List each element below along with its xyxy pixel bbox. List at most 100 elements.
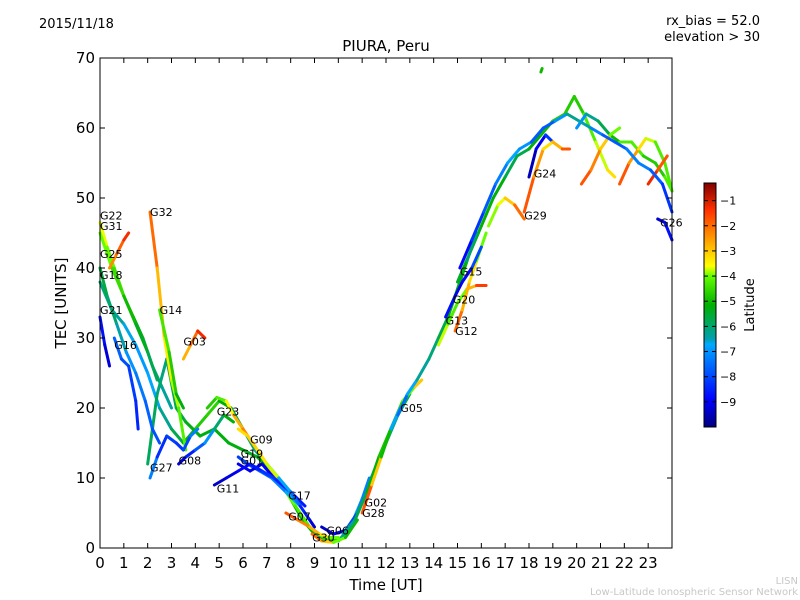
track-g17 [277, 476, 316, 529]
track-segment [236, 427, 250, 438]
track-segment [529, 126, 545, 144]
track-segment [527, 133, 543, 151]
x-tick-label: 16 [472, 554, 491, 572]
colorbar-label: Latitude [743, 278, 758, 332]
track-segment [460, 266, 474, 284]
track-segment [165, 434, 178, 445]
x-tick-label: 3 [167, 554, 177, 572]
x-tick-label: 10 [329, 554, 348, 572]
track-segment [205, 396, 219, 410]
track-segment [189, 329, 200, 347]
track-segment [415, 357, 431, 382]
track-segment [155, 434, 169, 459]
colorbar-tick-label: −9 [720, 396, 736, 409]
track-segment [146, 350, 159, 382]
track-segment [296, 518, 312, 529]
track-segment [506, 147, 521, 165]
track-g08 [177, 413, 235, 466]
track-g03 [181, 329, 207, 361]
y-tick-label: 60 [76, 119, 95, 137]
track-segment [212, 413, 226, 431]
track-segment [467, 259, 479, 284]
track-segment [224, 399, 235, 417]
track-segment [656, 154, 669, 172]
track-g11 [212, 462, 276, 487]
track-segment [503, 154, 519, 179]
track-segment [196, 329, 207, 340]
track-segment [134, 399, 140, 431]
x-tick-label: 8 [286, 554, 296, 572]
track-g18 [98, 266, 162, 445]
track-segment [553, 112, 569, 123]
track-segment [277, 476, 293, 494]
satellite-label-g27: G27 [150, 462, 173, 475]
track-segment [332, 536, 347, 544]
track-segment [174, 392, 185, 410]
track-segment [608, 133, 622, 144]
track-g31 [98, 231, 159, 382]
track-segment [517, 140, 533, 151]
track-segment [134, 343, 150, 375]
y-axis-label: TEC [UNITS] [52, 258, 70, 350]
track-segment [241, 448, 259, 459]
x-tick-label: 11 [353, 554, 372, 572]
track-segment [122, 322, 138, 347]
satellite-label-g16: G16 [114, 339, 137, 352]
track-g24 [527, 133, 555, 179]
satellite-label-g15: G15 [460, 266, 483, 279]
track-segment [458, 238, 474, 270]
satellite-label-g22: G22 [100, 210, 123, 223]
track-segment [193, 441, 207, 452]
track-segment [653, 161, 667, 179]
satellite-label-g23: G23 [217, 406, 240, 419]
satellite-label-g09: G09 [250, 434, 273, 447]
track-segment [98, 221, 109, 249]
track-segment [436, 315, 450, 340]
track-segment [148, 210, 159, 270]
x-tick-label: 18 [519, 554, 538, 572]
x-tick-label: 23 [639, 554, 658, 572]
track-segment [644, 137, 657, 144]
satellite-label-g31: G31 [100, 220, 123, 233]
track-segment [158, 406, 173, 431]
track-segment [122, 231, 131, 242]
track-segment [177, 406, 188, 452]
satellite-labels: G22G31G25G18G21G16G32G14G03G27G08G23G09G… [100, 168, 683, 545]
track-segment [341, 518, 357, 536]
track-segment [320, 539, 336, 544]
satellite-label-g20: G20 [453, 294, 476, 307]
satellite-label-g08: G08 [179, 455, 202, 468]
rx-bias-label: rx_bias = 52.0 [666, 14, 760, 29]
elevation-label: elevation > 30 [664, 30, 760, 45]
track-segment [134, 322, 150, 354]
track-segment [293, 504, 312, 529]
track-g30 [310, 518, 359, 544]
x-tick-label: 6 [238, 554, 248, 572]
track-segment [541, 140, 555, 151]
track-segment [663, 221, 674, 242]
track-segment [224, 469, 240, 480]
satellite-label-g21: G21 [100, 304, 123, 317]
track-segment [453, 308, 464, 333]
track-segment [365, 455, 381, 494]
track-segment [184, 420, 202, 438]
track-unlabeled-6 [539, 67, 544, 74]
colorbar-tick-label: −4 [720, 270, 736, 283]
track-segment [98, 231, 114, 270]
satellite-label-g17: G17 [288, 490, 311, 503]
track-g29 [522, 140, 572, 214]
track-segment [308, 518, 316, 529]
track-segment [317, 532, 331, 539]
track-segment [405, 378, 419, 396]
track-segment [608, 126, 622, 137]
track-segment [270, 476, 288, 494]
track-g15 [458, 112, 674, 270]
track-segment [105, 294, 119, 326]
track-segment [143, 399, 154, 431]
track-segment [663, 161, 674, 193]
track-g25 [108, 231, 131, 270]
track-segment [174, 441, 185, 452]
x-tick-label: 4 [191, 554, 201, 572]
track-segment [236, 455, 250, 466]
track-segment [572, 95, 586, 116]
